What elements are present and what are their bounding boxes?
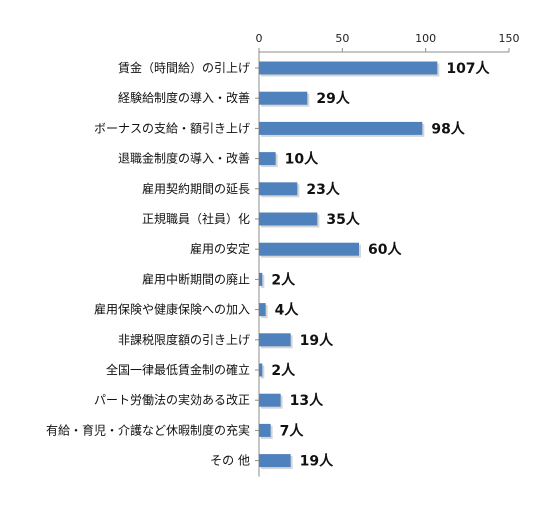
bar	[259, 393, 281, 407]
category-label: 雇用保険や健康保険への加入	[94, 302, 250, 317]
bar-shadow	[261, 274, 265, 288]
bar	[259, 212, 318, 226]
x-tick-label: 0	[256, 32, 263, 45]
bar	[259, 242, 359, 256]
data-label: 60人	[368, 241, 402, 258]
data-label: 23人	[306, 181, 340, 198]
category-label: 経験給制度の導入・改善	[118, 90, 250, 105]
category-label: 退職金制度の導入・改善	[118, 151, 250, 166]
data-label: 10人	[285, 151, 319, 168]
bar	[259, 91, 308, 105]
category-label: 雇用中断期間の廃止	[142, 271, 250, 286]
bar	[259, 61, 438, 75]
bar	[259, 182, 298, 196]
bar	[259, 121, 423, 135]
bar	[259, 333, 291, 347]
data-label: 98人	[431, 120, 465, 137]
bar	[259, 363, 263, 377]
bar	[259, 303, 266, 317]
bars-group	[259, 61, 440, 470]
category-label: 雇用契約期間の延長	[142, 181, 250, 196]
x-tick-label: 50	[335, 32, 349, 45]
data-label: 2人	[271, 271, 296, 288]
category-label: 有給・育児・介護など休暇制度の充実	[46, 422, 250, 437]
bar	[259, 423, 271, 437]
category-label: 賃金（時間給）の引上げ	[118, 60, 250, 75]
category-label: ボーナスの支給・額引き上げ	[94, 121, 250, 135]
data-label: 19人	[300, 332, 334, 349]
category-label: 全国一律最低賃金制の確立	[106, 362, 250, 377]
category-label: 非課税限度額の引き上げ	[118, 332, 250, 347]
data-label: 107人	[446, 60, 490, 77]
data-label: 29人	[316, 90, 350, 107]
data-label: 7人	[280, 422, 305, 439]
bar	[259, 454, 291, 468]
category-label: 雇用の安定	[190, 241, 250, 256]
x-tick-label: 100	[415, 32, 436, 45]
category-label: パート労働法の実効ある改正	[94, 392, 250, 407]
bar	[259, 272, 263, 286]
bar	[259, 152, 276, 166]
data-label: 4人	[275, 302, 300, 319]
x-tick-label: 150	[499, 32, 520, 45]
y-axis	[255, 52, 260, 477]
data-label: 35人	[326, 211, 360, 228]
category-label: その 他	[210, 454, 250, 468]
data-label: 2人	[271, 362, 296, 379]
data-label: 13人	[290, 392, 324, 409]
data-label: 19人	[300, 453, 334, 470]
category-label: 正規職員（社員）化	[142, 211, 250, 226]
bar-shadow	[261, 365, 265, 379]
category-labels-group: 賃金（時間給）の引上げ経験給制度の導入・改善ボーナスの支給・額引き上げ退職金制度…	[46, 60, 250, 468]
x-axis: 0 50 100 150	[256, 32, 520, 53]
